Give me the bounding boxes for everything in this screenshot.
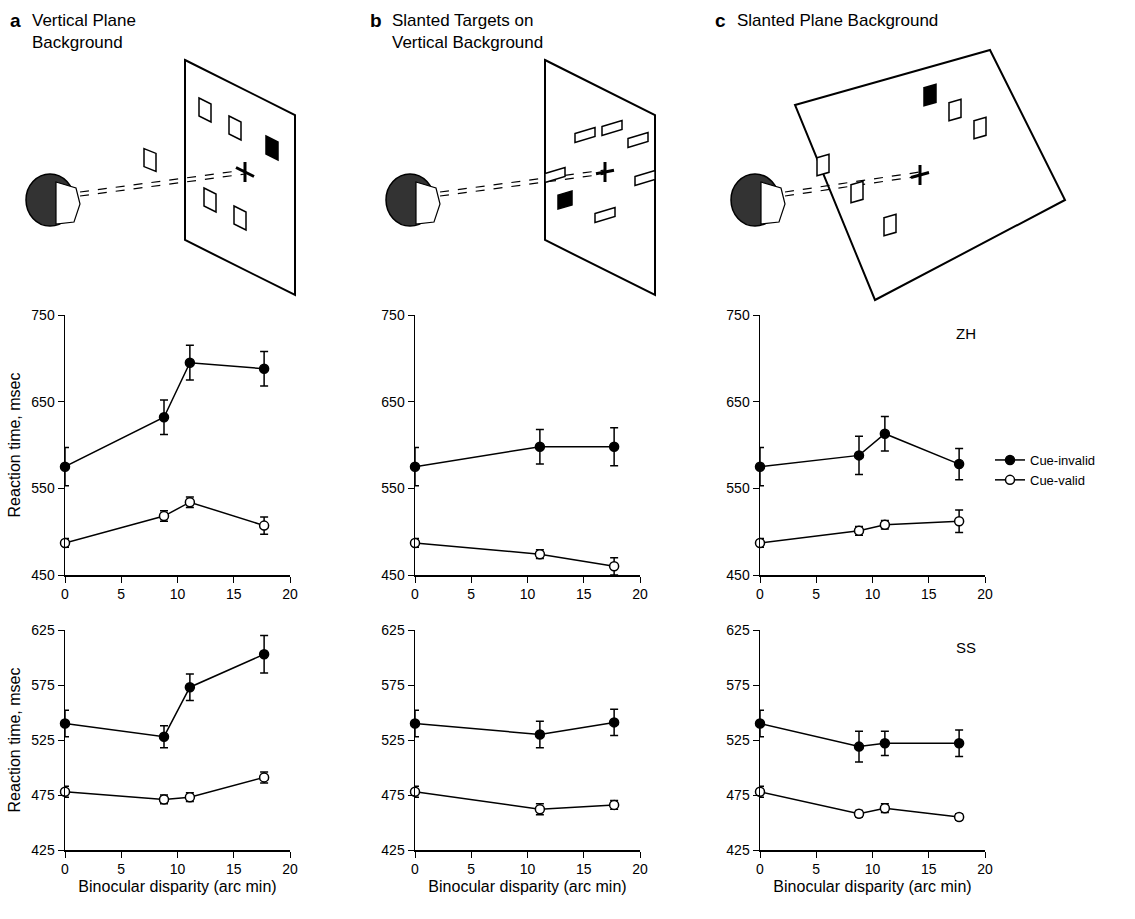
svg-text:450: 450 [726, 567, 750, 583]
svg-text:15: 15 [921, 586, 937, 602]
svg-text:20: 20 [977, 586, 993, 602]
svg-text:575: 575 [31, 677, 55, 693]
svg-text:20: 20 [632, 586, 648, 602]
svg-text:15: 15 [921, 861, 937, 877]
svg-text:650: 650 [381, 394, 405, 410]
svg-text:475: 475 [31, 787, 55, 803]
svg-text:625: 625 [726, 622, 750, 638]
svg-text:650: 650 [31, 394, 55, 410]
svg-text:625: 625 [31, 622, 55, 638]
svg-text:20: 20 [977, 861, 993, 877]
svg-text:Slanted Targets onVertical Bac: Slanted Targets onVertical Background [392, 11, 543, 52]
svg-text:525: 525 [726, 732, 750, 748]
svg-text:5: 5 [117, 586, 125, 602]
svg-text:425: 425 [381, 842, 405, 858]
svg-text:5: 5 [467, 861, 475, 877]
svg-text:0: 0 [756, 861, 764, 877]
svg-text:Slanted Plane Background: Slanted Plane Background [737, 11, 938, 30]
svg-text:10: 10 [170, 861, 186, 877]
svg-text:Binocular disparity (arc min): Binocular disparity (arc min) [428, 878, 626, 895]
svg-text:575: 575 [726, 677, 750, 693]
svg-text:Binocular disparity (arc min): Binocular disparity (arc min) [773, 878, 971, 895]
svg-text:0: 0 [756, 586, 764, 602]
svg-text:475: 475 [726, 787, 750, 803]
svg-text:SS: SS [956, 639, 976, 656]
svg-text:0: 0 [411, 861, 419, 877]
svg-text:15: 15 [576, 861, 592, 877]
svg-text:425: 425 [726, 842, 750, 858]
svg-text:a: a [10, 10, 21, 31]
svg-text:750: 750 [31, 307, 55, 323]
svg-text:15: 15 [226, 861, 242, 877]
svg-text:Cue-invalid: Cue-invalid [1030, 453, 1095, 468]
svg-text:ZH: ZH [956, 325, 976, 342]
svg-text:425: 425 [31, 842, 55, 858]
svg-text:Binocular disparity (arc min): Binocular disparity (arc min) [78, 878, 276, 895]
svg-text:550: 550 [726, 480, 750, 496]
svg-text:15: 15 [226, 586, 242, 602]
svg-text:b: b [370, 10, 382, 31]
svg-text:5: 5 [812, 861, 820, 877]
svg-text:0: 0 [411, 586, 419, 602]
svg-text:5: 5 [467, 586, 475, 602]
svg-text:Cue-valid: Cue-valid [1030, 473, 1085, 488]
svg-text:20: 20 [282, 861, 298, 877]
svg-text:10: 10 [170, 586, 186, 602]
svg-text:10: 10 [865, 586, 881, 602]
svg-text:525: 525 [381, 732, 405, 748]
svg-text:750: 750 [381, 307, 405, 323]
svg-text:Reaction time, msec: Reaction time, msec [6, 668, 23, 813]
svg-text:15: 15 [576, 586, 592, 602]
svg-text:475: 475 [381, 787, 405, 803]
svg-text:750: 750 [726, 307, 750, 323]
svg-text:0: 0 [61, 861, 69, 877]
svg-text:650: 650 [726, 394, 750, 410]
svg-text:10: 10 [520, 861, 536, 877]
svg-text:20: 20 [632, 861, 648, 877]
svg-text:550: 550 [381, 480, 405, 496]
svg-text:Vertical PlaneBackground: Vertical PlaneBackground [32, 11, 136, 52]
svg-text:0: 0 [61, 586, 69, 602]
svg-text:10: 10 [520, 586, 536, 602]
svg-text:10: 10 [865, 861, 881, 877]
svg-text:Reaction time, msec: Reaction time, msec [6, 373, 23, 518]
svg-text:450: 450 [381, 567, 405, 583]
svg-text:525: 525 [31, 732, 55, 748]
svg-text:575: 575 [381, 677, 405, 693]
svg-text:20: 20 [282, 586, 298, 602]
svg-text:450: 450 [31, 567, 55, 583]
svg-text:625: 625 [381, 622, 405, 638]
svg-text:5: 5 [117, 861, 125, 877]
svg-text:c: c [715, 10, 726, 31]
svg-text:550: 550 [31, 480, 55, 496]
svg-text:5: 5 [812, 586, 820, 602]
